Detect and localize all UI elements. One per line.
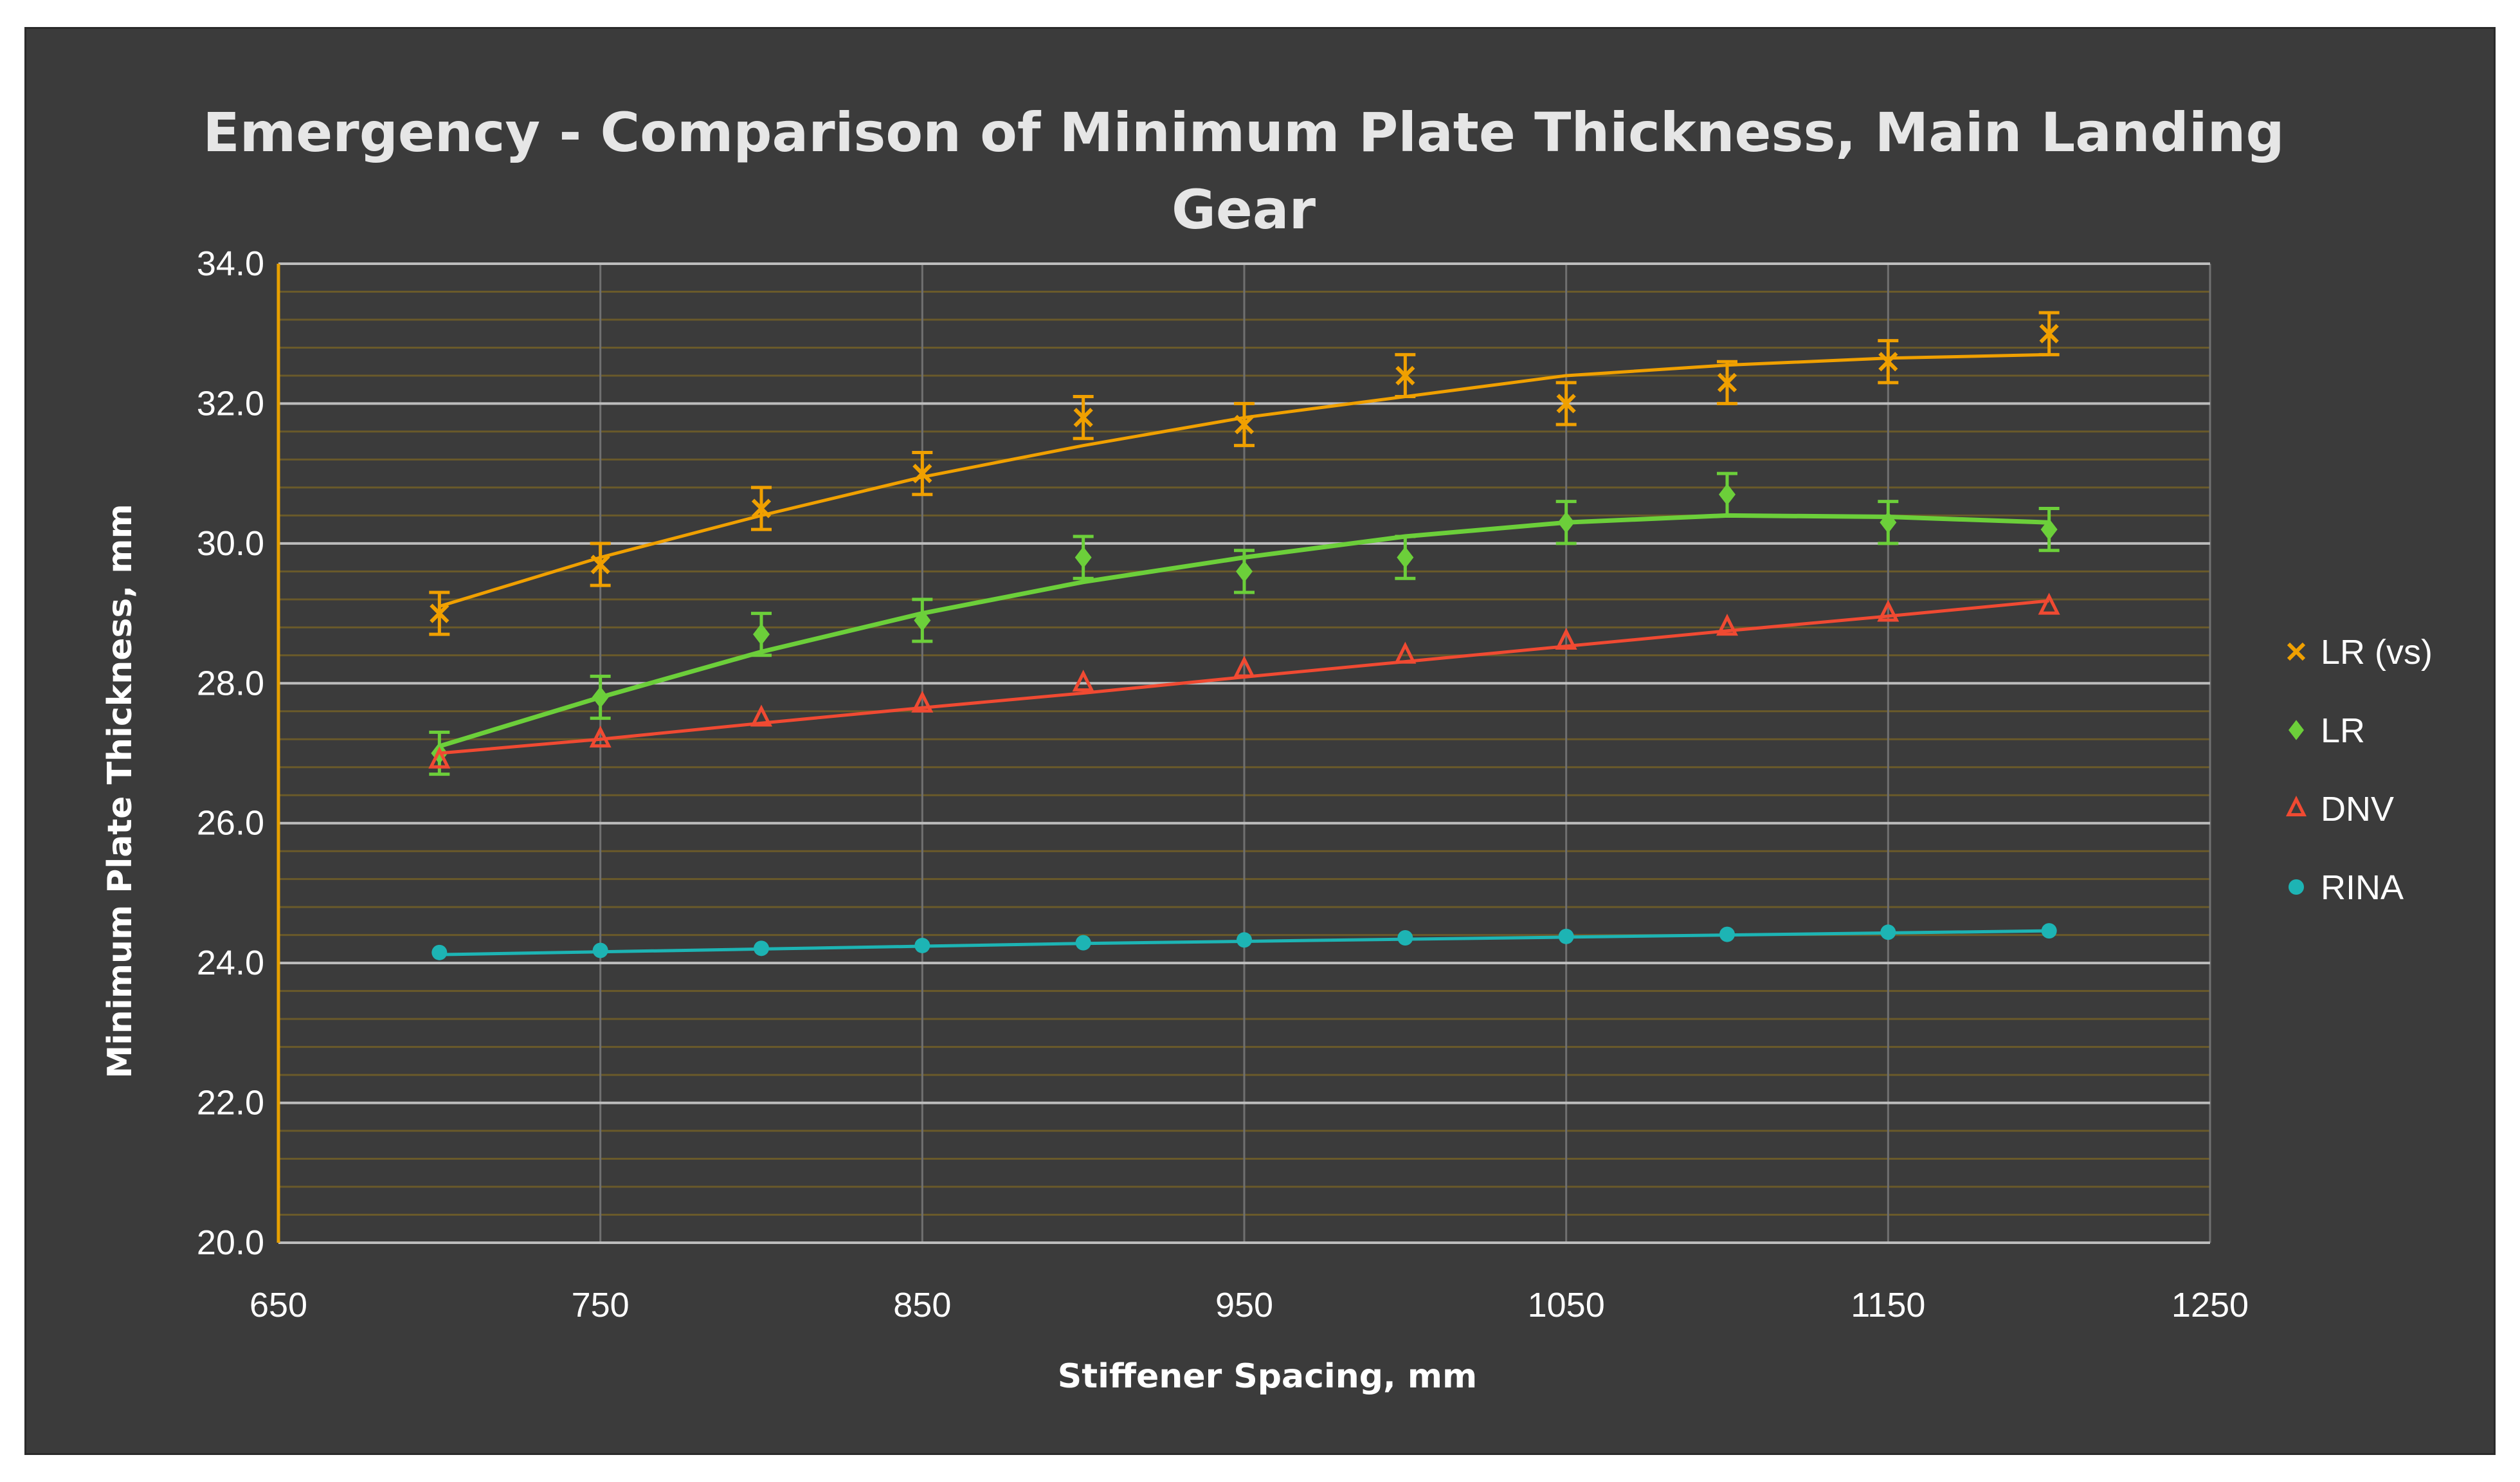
y-tick-label: 28.0 <box>197 664 264 702</box>
data-point <box>2040 518 2058 541</box>
data-point <box>1719 483 1736 506</box>
data-point <box>1555 627 1577 650</box>
marker-stroke <box>1395 365 1415 386</box>
legend-item: DNV <box>2285 790 2394 828</box>
data-point <box>1557 511 1575 534</box>
data-point <box>1716 614 1739 636</box>
data-point <box>590 554 610 574</box>
data-point <box>431 944 448 960</box>
legend-item: LR <box>2289 711 2365 750</box>
data-point <box>1237 932 1252 948</box>
marker-stroke <box>2039 324 2059 343</box>
data-point <box>2041 923 2057 939</box>
legend-label: LR (vs) <box>2321 633 2433 672</box>
chart-svg: Emergency - Comparison of Minimum Plate … <box>101 101 2433 1396</box>
y-tick-label: 34.0 <box>197 244 264 283</box>
legend-item: LR (vs) <box>2287 633 2433 672</box>
chart-title-line-1: Emergency - Comparison of Minimum Plate … <box>203 101 2284 164</box>
data-point <box>912 464 932 484</box>
data-point <box>1236 560 1253 583</box>
data-point <box>1880 511 1897 534</box>
data-point <box>589 726 612 748</box>
legend-marker <box>2285 796 2307 817</box>
legend-label: DNV <box>2321 790 2394 828</box>
legend-marker <box>2289 720 2304 740</box>
legend-item: RINA <box>2289 868 2404 907</box>
chart-title-line-2: Gear <box>1172 178 1316 241</box>
data-point <box>1717 372 1737 392</box>
legend: LR (vs) LR DNV RINA <box>2285 633 2433 907</box>
series-rina <box>431 923 2057 960</box>
data-point <box>1878 352 1898 372</box>
marker-stroke <box>1556 394 1576 414</box>
marker-stroke <box>430 603 449 623</box>
data-point <box>428 746 451 769</box>
data-point <box>753 623 770 646</box>
y-tick-label: 24.0 <box>197 944 264 982</box>
data-point <box>1397 930 1413 946</box>
data-point <box>750 704 773 727</box>
legend-marker <box>2287 642 2306 661</box>
marker-stroke <box>1878 352 1898 372</box>
data-point <box>1719 926 1735 942</box>
x-tick-label: 1150 <box>1851 1286 1925 1324</box>
y-tick-label: 26.0 <box>197 804 264 843</box>
series-lr <box>429 471 2060 776</box>
x-tick-label: 1250 <box>2171 1286 2249 1324</box>
y-tick-label: 20.0 <box>197 1223 264 1262</box>
legend-marker <box>2289 879 2304 895</box>
grid-layer <box>276 262 2211 1244</box>
marker-stroke <box>1234 414 1255 435</box>
y-tick-label: 22.0 <box>197 1084 264 1122</box>
data-point <box>1556 394 1576 414</box>
y-tick-label: 30.0 <box>197 524 264 563</box>
data-point <box>1073 408 1093 428</box>
data-point <box>2038 592 2060 615</box>
data-point <box>1395 365 1415 386</box>
data-point <box>1075 935 1091 951</box>
marker-stroke <box>590 554 610 574</box>
series-layer <box>428 311 2060 960</box>
data-point <box>2039 324 2059 343</box>
marker-stroke <box>751 499 772 518</box>
data-point <box>1074 546 1092 569</box>
marker-stroke <box>2287 642 2306 661</box>
data-point <box>1880 924 1896 940</box>
legend-label: LR <box>2321 711 2365 750</box>
data-point <box>914 937 930 953</box>
y-tick-label: 32.0 <box>197 384 264 423</box>
data-point <box>592 942 608 958</box>
data-point <box>751 499 772 518</box>
data-point <box>1877 599 1899 622</box>
data-point <box>1234 414 1255 435</box>
y-axis-title: Minimum Plate Thickness, mm <box>101 504 140 1078</box>
data-point <box>430 603 449 623</box>
data-point <box>1558 928 1574 944</box>
x-tick-label: 650 <box>249 1286 307 1324</box>
series-lr-vs <box>429 311 2060 636</box>
x-tick-label: 850 <box>893 1286 951 1324</box>
data-point <box>914 609 931 632</box>
marker-stroke <box>912 464 932 484</box>
data-point <box>592 686 609 708</box>
data-point <box>911 690 934 713</box>
marker-stroke <box>1717 372 1737 392</box>
marker-stroke <box>1073 408 1093 428</box>
legend-label: RINA <box>2321 868 2404 907</box>
data-point <box>1072 670 1094 692</box>
chart-frame: Emergency - Comparison of Minimum Plate … <box>24 27 2496 1455</box>
data-point <box>1233 655 1256 678</box>
x-tick-label: 1050 <box>1528 1286 1605 1324</box>
x-tick-label: 950 <box>1215 1286 1273 1324</box>
x-axis-title: Stiffener Spacing, mm <box>1058 1357 1477 1396</box>
data-point <box>1394 641 1417 664</box>
x-tick-label: 750 <box>572 1286 630 1324</box>
ticks-layer: 20.0 22.0 24.0 26.0 28.0 30.0 32.0 34.0 650 750 85… <box>197 244 2249 1324</box>
data-point <box>754 940 769 956</box>
data-point <box>1397 546 1414 569</box>
series-dnv <box>428 592 2060 769</box>
